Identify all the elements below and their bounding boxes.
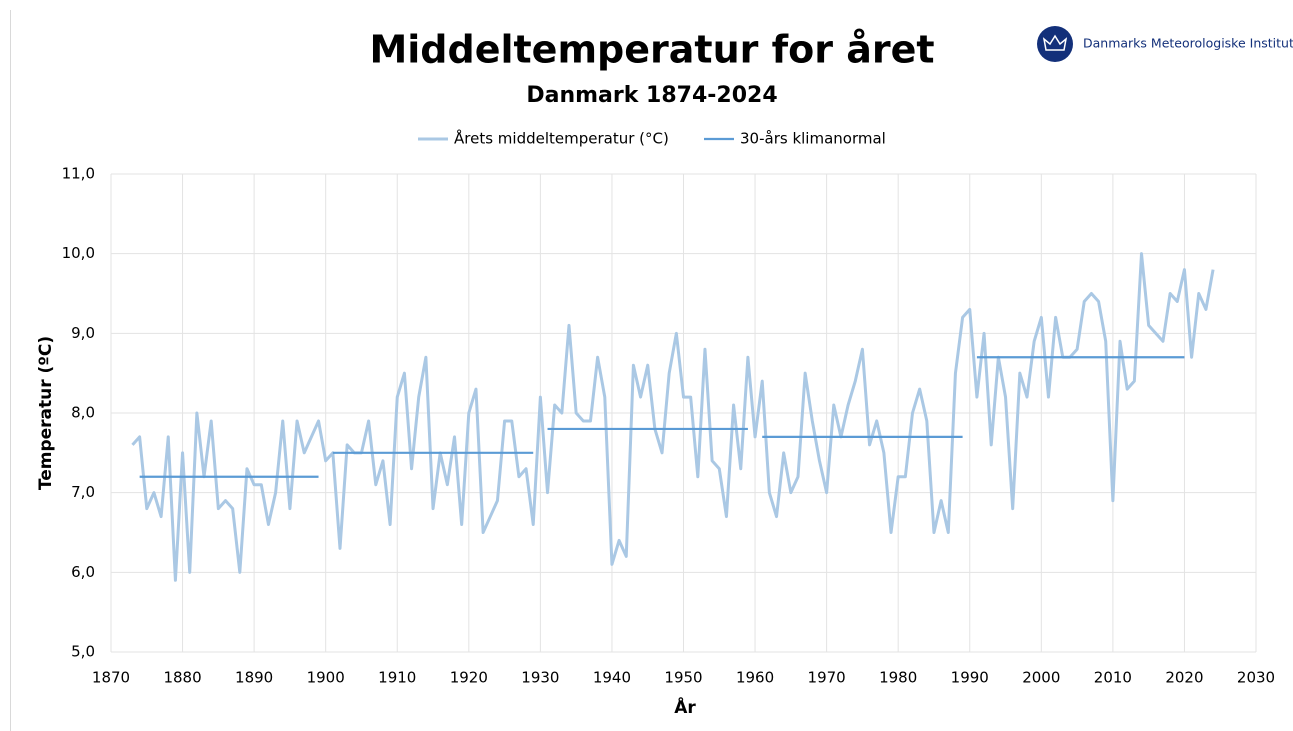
x-tick-label: 1920 <box>450 669 488 687</box>
x-tick-label: 1890 <box>235 669 273 687</box>
x-axis-title: År <box>674 695 696 718</box>
y-tick-label: 11,0 <box>62 165 95 183</box>
x-tick-label: 1910 <box>378 669 416 687</box>
chart-subtitle: Danmark 1874-2024 <box>526 83 777 108</box>
chart-title: Middeltemperatur for året <box>369 28 934 72</box>
x-tick-label: 1940 <box>593 669 631 687</box>
legend-label: 30-års klimanormal <box>740 130 886 148</box>
y-tick-label: 7,0 <box>71 483 95 501</box>
y-tick-label: 9,0 <box>71 324 95 342</box>
y-tick-label: 8,0 <box>71 404 95 422</box>
x-tick-label: 2010 <box>1094 669 1132 687</box>
legend-label: Årets middeltemperatur (°C) <box>454 129 669 148</box>
x-tick-label: 1870 <box>92 669 130 687</box>
x-tick-label: 1930 <box>521 669 559 687</box>
x-tick-label: 2020 <box>1165 669 1203 687</box>
y-tick-label: 6,0 <box>71 563 95 581</box>
x-tick-label: 1980 <box>879 669 917 687</box>
logo-crown <box>1042 34 1068 51</box>
x-tick-label: 2000 <box>1022 669 1060 687</box>
logo-badge <box>1037 26 1073 62</box>
x-tick-label: 1970 <box>808 669 846 687</box>
x-tick-label: 2030 <box>1237 669 1275 687</box>
series-line <box>131 252 1215 582</box>
y-tick-label: 5,0 <box>71 643 95 661</box>
x-tick-label: 1960 <box>736 669 774 687</box>
x-tick-label: 1900 <box>307 669 345 687</box>
x-tick-label: 1950 <box>664 669 702 687</box>
logo-text: Danmarks Meteorologiske Institut <box>1083 36 1293 51</box>
x-tick-label: 1880 <box>163 669 201 687</box>
y-axis-title: Temperatur (ºC) <box>36 336 56 490</box>
x-tick-label: 1990 <box>951 669 989 687</box>
y-tick-label: 10,0 <box>62 244 95 262</box>
logo: Danmarks Meteorologiske Institut <box>1037 26 1293 62</box>
